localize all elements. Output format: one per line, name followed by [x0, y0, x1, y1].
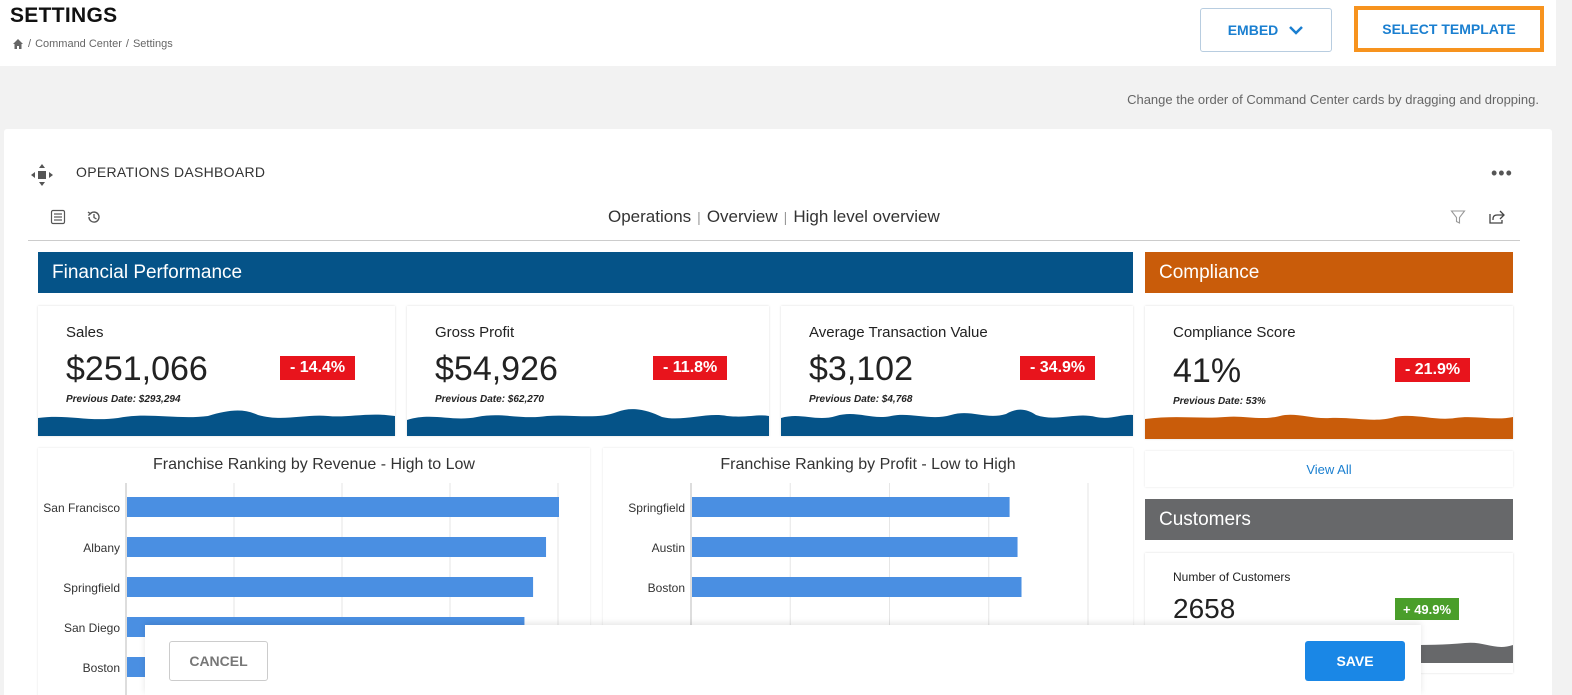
embed-label: EMBED: [1227, 22, 1279, 38]
move-icon[interactable]: [30, 163, 54, 187]
previous-value: Previous Date: $4,768: [809, 394, 913, 405]
bar-chart-svg: Springfield Austin Boston: [628, 483, 1089, 695]
category-label: San Francisco: [43, 501, 120, 515]
kpi-label: Number of Customers: [1173, 570, 1291, 584]
save-button[interactable]: SAVE: [1305, 641, 1405, 681]
chart-title: Franchise Ranking by Profit - Low to Hig…: [720, 456, 1016, 473]
drag-hint-text: Change the order of Command Center cards…: [1127, 92, 1539, 107]
previous-value: Previous Date: $62,270: [435, 394, 544, 405]
change-badge: - 11.8%: [653, 356, 728, 380]
change-badge: - 21.9%: [1395, 358, 1471, 382]
sparkline: [38, 410, 395, 436]
category-label: Springfield: [63, 581, 120, 595]
sparkline: [781, 409, 1133, 436]
home-icon[interactable]: [12, 38, 24, 50]
bar[interactable]: [127, 537, 547, 557]
change-badge: - 14.4%: [280, 356, 356, 380]
cancel-button[interactable]: CANCEL: [169, 641, 268, 681]
bar[interactable]: [692, 577, 1022, 597]
breadcrumb-separator: /: [125, 38, 129, 50]
category-label: Albany: [83, 541, 120, 555]
kpi-card-average-transaction-value[interactable]: Average Transaction Value $3,102 - 34.9%…: [781, 306, 1133, 436]
breadcrumb: / Command Center / Settings: [12, 38, 173, 50]
change-badge: - 34.9%: [1020, 356, 1096, 380]
kpi-card-sales[interactable]: Sales $251,066 - 14.4% Previous Date: $2…: [38, 306, 395, 436]
kpi-card-compliance-score[interactable]: Compliance Score 41% - 21.9% Previous Da…: [1145, 306, 1513, 439]
crumb-high-level-overview: High level overview: [793, 207, 940, 226]
financial-performance-header: Financial Performance: [38, 252, 1133, 293]
category-label: Boston: [648, 581, 685, 595]
previous-value: Previous Date: $293,294: [66, 394, 181, 405]
bar[interactable]: [692, 537, 1018, 557]
customers-header: Customers: [1145, 499, 1513, 540]
kpi-card-gross-profit[interactable]: Gross Profit $54,926 - 11.8% Previous Da…: [407, 306, 769, 436]
sparkline: [1145, 414, 1513, 439]
kpi-value: 41%: [1173, 352, 1242, 390]
filter-icon[interactable]: [1450, 209, 1466, 225]
category-label: Austin: [652, 541, 685, 555]
embed-button[interactable]: EMBED: [1200, 8, 1332, 52]
select-template-button[interactable]: SELECT TEMPLATE: [1354, 6, 1544, 52]
page-title: SETTINGS: [10, 4, 118, 27]
compliance-header: Compliance: [1145, 252, 1513, 293]
history-icon[interactable]: [86, 209, 102, 225]
operations-dashboard-card[interactable]: OPERATIONS DASHBOARD ••• Operations | Ov…: [4, 129, 1552, 695]
kpi-value: $3,102: [809, 350, 913, 388]
crumb-separator: |: [697, 209, 701, 225]
kpi-label: Sales: [66, 324, 104, 341]
more-options-icon[interactable]: •••: [1491, 163, 1513, 183]
chart-title: Franchise Ranking by Revenue - High to L…: [153, 456, 475, 473]
dashboard-title: OPERATIONS DASHBOARD: [76, 164, 266, 180]
kpi-value: $251,066: [66, 350, 208, 388]
chevron-down-icon: [1289, 26, 1304, 35]
crumb-separator: |: [783, 209, 788, 225]
divider: [28, 240, 1520, 241]
bar[interactable]: [692, 497, 1010, 517]
crumb-overview[interactable]: Overview: [706, 207, 778, 226]
kpi-value: $54,926: [435, 350, 558, 388]
previous-value: Previous Date: 53%: [1173, 396, 1266, 407]
bar[interactable]: [127, 577, 534, 597]
kpi-label: Gross Profit: [435, 324, 515, 341]
bar[interactable]: [127, 497, 559, 517]
crumb-operations[interactable]: Operations: [608, 207, 692, 226]
breadcrumb-settings: Settings: [132, 38, 173, 50]
action-footer: CANCEL SAVE: [145, 625, 1421, 695]
list-icon[interactable]: [50, 209, 66, 225]
breadcrumb-command-center[interactable]: Command Center: [35, 38, 122, 50]
kpi-value: 2658: [1173, 593, 1236, 624]
top-bar: SETTINGS / Command Center / Settings EMB…: [0, 0, 1556, 66]
breadcrumb-separator: /: [28, 38, 32, 50]
category-label: San Diego: [64, 621, 120, 635]
share-icon[interactable]: [1488, 209, 1506, 225]
change-badge: + 49.9%: [1395, 598, 1460, 620]
kpi-label: Compliance Score: [1173, 324, 1296, 341]
category-label: Boston: [83, 661, 120, 675]
kpi-label: Average Transaction Value: [809, 324, 988, 341]
category-label: Springfield: [628, 501, 685, 515]
sparkline: [407, 409, 769, 436]
dashboard-breadcrumb: Operations | Overview | High level overv…: [608, 207, 940, 227]
view-all-link[interactable]: View All: [1145, 451, 1513, 487]
